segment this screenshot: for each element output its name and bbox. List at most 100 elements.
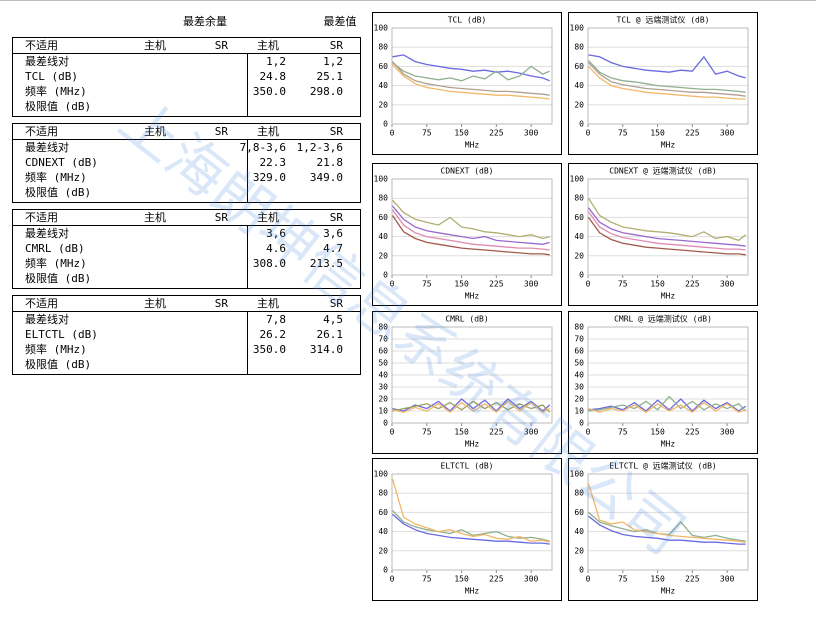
column-header: 不适用 — [25, 297, 58, 310]
y-tick-label: 0 — [579, 419, 584, 428]
series-line — [391, 478, 550, 543]
y-tick-label: 30 — [574, 383, 584, 392]
main-value: 7,8-3,6 — [240, 141, 286, 154]
x-tick-label: 225 — [685, 428, 700, 437]
x-tick-label: 300 — [524, 428, 539, 437]
x-tick-label: 150 — [454, 280, 469, 289]
x-tick-label: 300 — [720, 280, 735, 289]
chart-title: TCL (dB) — [448, 16, 487, 25]
x-tick-label: 150 — [454, 575, 469, 584]
chart-title: CDNEXT (dB) — [441, 167, 494, 176]
chart-title: CMRL (dB) — [445, 315, 488, 324]
x-tick-label: 300 — [524, 280, 539, 289]
column-header: 主机 — [257, 124, 279, 138]
series-line — [391, 205, 550, 245]
y-tick-label: 80 — [378, 323, 388, 332]
x-tick-label: 300 — [720, 428, 735, 437]
chart-title: ELTCTL (dB) — [441, 462, 494, 471]
x-tick-label: 300 — [720, 129, 735, 138]
chart-title: ELTCTL @ 远端测试仪 (dB) — [609, 461, 716, 471]
plot-area — [391, 473, 553, 571]
sr-value: 213.5 — [310, 257, 343, 270]
y-tick-label: 60 — [574, 62, 584, 71]
sr-value: 4,5 — [323, 313, 343, 326]
column-header: SR — [330, 297, 344, 310]
table-block — [12, 209, 361, 289]
y-tick-label: 20 — [574, 251, 584, 260]
table-block — [12, 295, 361, 375]
table-block — [12, 37, 361, 117]
y-tick-label: 40 — [574, 371, 584, 380]
y-tick-label: 40 — [574, 527, 584, 536]
chart-title: CDNEXT @ 远端测试仪 (dB) — [609, 166, 716, 176]
x-tick-label: 75 — [422, 129, 432, 138]
series-line — [587, 483, 746, 543]
worst-margin-header: 最差余量 — [183, 14, 227, 28]
series-line — [588, 65, 746, 100]
y-tick-label: 80 — [378, 43, 388, 52]
y-tick-label: 80 — [574, 43, 584, 52]
y-tick-label: 40 — [574, 81, 584, 90]
row-label: CDNEXT (dB) — [25, 156, 98, 169]
y-tick-label: 20 — [378, 251, 388, 260]
y-tick-label: 60 — [378, 62, 388, 71]
y-tick-label: 20 — [378, 100, 388, 109]
series-line — [392, 61, 550, 96]
x-tick-label: 0 — [586, 280, 591, 289]
series-line — [391, 215, 550, 256]
x-tick-label: 0 — [586, 428, 591, 437]
x-tick-label: 300 — [720, 575, 735, 584]
sr-value: 1,2 — [323, 55, 343, 68]
chart-title: TCL @ 远端测试仪 (dB) — [617, 15, 710, 25]
y-tick-label: 0 — [383, 419, 388, 428]
x-tick-label: 225 — [489, 280, 504, 289]
y-tick-label: 40 — [378, 81, 388, 90]
sr-value: 25.1 — [317, 70, 344, 83]
column-header: SR — [215, 125, 229, 138]
y-tick-label: 100 — [570, 175, 585, 184]
y-tick-label: 60 — [378, 347, 388, 356]
sr-value: 4.7 — [323, 242, 343, 255]
x-tick-label: 75 — [618, 575, 628, 584]
y-tick-label: 50 — [378, 359, 388, 368]
x-tick-label: 225 — [685, 280, 700, 289]
x-tick-label: 0 — [586, 129, 591, 138]
x-tick-label: 150 — [650, 428, 665, 437]
main-value: 24.8 — [260, 70, 287, 83]
chart-panel — [568, 458, 758, 601]
y-tick-label: 30 — [378, 383, 388, 392]
series-line — [392, 513, 550, 545]
x-tick-label: 75 — [422, 575, 432, 584]
column-header: 不适用 — [25, 125, 58, 138]
x-tick-label: 75 — [618, 129, 628, 138]
row-label: CMRL (dB) — [25, 242, 85, 255]
row-label: 极限值 (dB) — [25, 99, 91, 113]
y-tick-label: 40 — [574, 232, 584, 241]
series-line — [588, 395, 747, 412]
row-label: 频率 (MHz) — [25, 256, 87, 270]
sr-value: 21.8 — [317, 156, 344, 169]
y-tick-label: 0 — [383, 271, 388, 280]
column-header: 主机 — [144, 124, 166, 138]
series-line — [392, 54, 550, 82]
worst-value-header: 最差值 — [324, 14, 357, 28]
x-tick-label: 0 — [586, 575, 591, 584]
column-header: 主机 — [257, 210, 279, 224]
series-line — [588, 62, 746, 97]
x-axis-label: MHz — [465, 292, 480, 301]
sr-value: 3,6 — [323, 227, 343, 240]
x-tick-label: 75 — [618, 280, 628, 289]
row-label: 频率 (MHz) — [25, 84, 87, 98]
chart-panel — [372, 12, 562, 155]
x-axis-label: MHz — [661, 440, 676, 449]
y-tick-label: 0 — [383, 120, 388, 129]
series-line — [392, 398, 551, 412]
y-tick-label: 70 — [378, 335, 388, 344]
plot-area — [587, 27, 749, 125]
main-value: 1,2 — [266, 55, 286, 68]
x-tick-label: 150 — [454, 129, 469, 138]
column-header: 主机 — [144, 38, 166, 52]
y-tick-label: 10 — [378, 407, 388, 416]
column-header: SR — [330, 125, 344, 138]
y-tick-label: 50 — [574, 359, 584, 368]
